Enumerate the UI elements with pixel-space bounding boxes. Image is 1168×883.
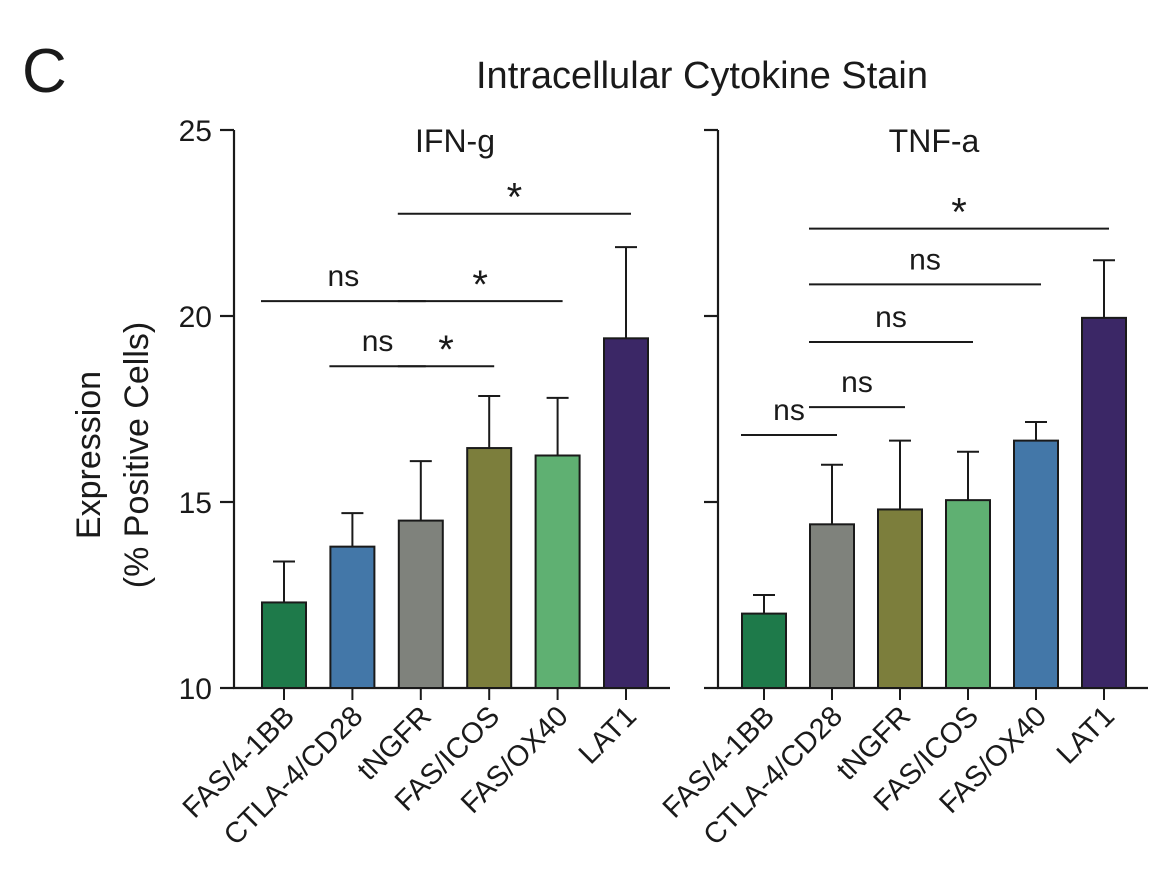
x-tick-label: LAT1 xyxy=(573,700,643,770)
significance-label: ns xyxy=(909,243,941,276)
significance-label: ns xyxy=(841,366,873,399)
significance-label: * xyxy=(472,263,488,307)
bar xyxy=(261,601,307,689)
panel-title: TNF-a xyxy=(889,123,980,159)
y-tick-label: 20 xyxy=(179,301,212,334)
bar xyxy=(534,454,581,689)
panel-letter: C xyxy=(22,37,67,106)
bar xyxy=(466,447,513,689)
bar xyxy=(741,612,787,689)
y-tick-label: 10 xyxy=(179,673,212,706)
panel-title: IFN-g xyxy=(415,123,495,159)
bar xyxy=(397,519,444,689)
significance-label: * xyxy=(951,191,967,235)
bar xyxy=(809,523,855,689)
bar xyxy=(1013,439,1059,689)
bar xyxy=(1081,316,1127,689)
y-tick-label: 25 xyxy=(179,115,212,148)
significance-label: * xyxy=(507,176,523,220)
y-axis-label-line1: Expression xyxy=(70,371,108,539)
y-axis-label-line2: (% Positive Cells) xyxy=(118,322,156,588)
x-tick-label: LAT1 xyxy=(1051,700,1121,770)
y-tick-label: 15 xyxy=(179,487,212,520)
figure-title: Intracellular Cytokine Stain xyxy=(476,55,928,97)
bar xyxy=(945,499,991,690)
significance-label: ns xyxy=(362,325,394,358)
bar xyxy=(877,508,923,689)
bar xyxy=(603,337,649,689)
significance-label: ns xyxy=(328,260,360,293)
significance-label: * xyxy=(438,328,454,372)
significance-label: ns xyxy=(875,301,907,334)
panel-tnf-a: TNF-aFAS/4-1BBCTLA-4/CD28tNGFRFAS/ICOSFA… xyxy=(657,123,1148,852)
significance-label: ns xyxy=(773,394,805,427)
bar xyxy=(329,545,376,690)
